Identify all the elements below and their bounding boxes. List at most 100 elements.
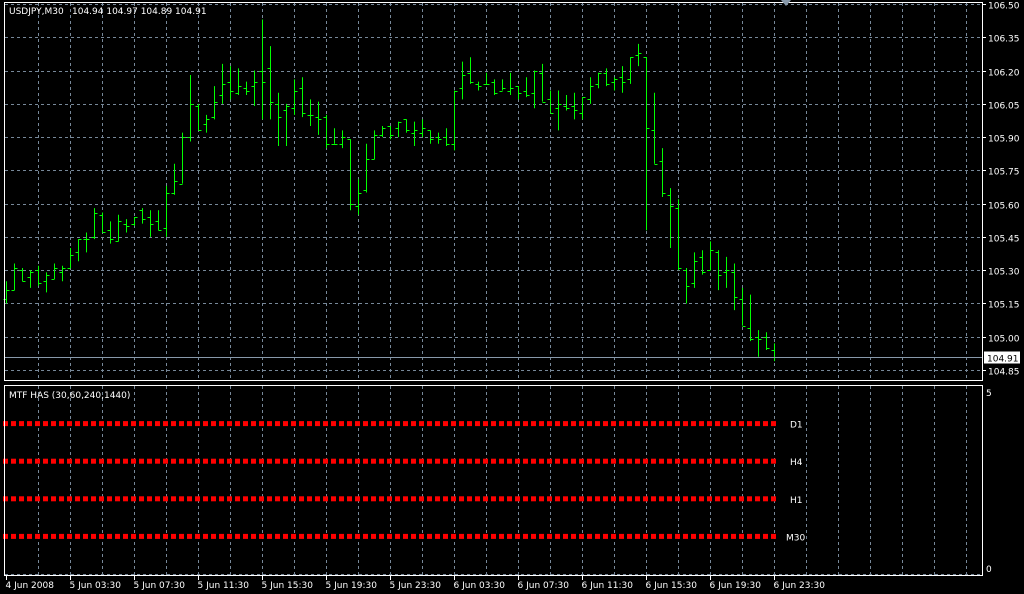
chart-shift-marker-icon[interactable] [781, 0, 791, 6]
indicator-dot [67, 458, 72, 464]
indicator-dot [459, 533, 464, 539]
chart-title: USDJPY,M30 [9, 7, 64, 17]
ohlc-bar [251, 70, 258, 107]
indicator-dot [723, 533, 728, 539]
price-tick-label: 105.60 [988, 202, 1020, 212]
indicator-dot [219, 421, 224, 427]
indicator-dot [115, 496, 120, 502]
indicator-dot [579, 421, 584, 427]
ohlc-bar [691, 252, 698, 288]
indicator-dot [67, 421, 72, 427]
indicator-dot [323, 533, 328, 539]
time-tick-label: 6 Jun 07:30 [518, 581, 570, 591]
indicator-dot [683, 458, 688, 464]
indicator-dot [555, 458, 560, 464]
indicator-dot [435, 533, 440, 539]
indicator-dot [675, 533, 680, 539]
indicator-dot [635, 458, 640, 464]
indicator-dot [595, 496, 600, 502]
price-tick-label: 105.90 [988, 135, 1020, 145]
indicator-dot [771, 421, 776, 427]
indicator-dot [83, 458, 88, 464]
indicator-dot [339, 533, 344, 539]
main-pane-frame [4, 2, 983, 381]
indicator-dot [595, 458, 600, 464]
price-axis[interactable]: 106.50 106.35 106.20 106.05 105.90 105.75 105.… [982, 2, 1020, 378]
indicator-dot [691, 458, 696, 464]
price-tick-label: 105.15 [988, 301, 1020, 311]
indicator-dot [563, 496, 568, 502]
indicator-dot [155, 496, 160, 502]
indicator-dot [27, 496, 32, 502]
indicator-dot [659, 496, 664, 502]
indicator-dot [291, 458, 296, 464]
time-tick-label: 6 Jun 11:30 [582, 581, 634, 591]
indicator-dot [571, 533, 576, 539]
indicator-dot [475, 496, 480, 502]
indicator-dot [259, 533, 264, 539]
indicator-dot [323, 496, 328, 502]
ohlc-bar [27, 270, 34, 288]
indicator-dot [699, 458, 704, 464]
ohlc-bar [99, 212, 106, 233]
indicator-dot [403, 533, 408, 539]
indicator-dot [547, 421, 552, 427]
indicator-dot [275, 421, 280, 427]
indicator-dot [611, 421, 616, 427]
indicator-dot [307, 421, 312, 427]
ohlc-bar [427, 130, 434, 144]
indicator-dot [179, 496, 184, 502]
indicator-dot [603, 533, 608, 539]
time-axis[interactable]: 4 Jun 2008 5 Jun 03:30 5 Jun 07:30 5 Jun 11… [6, 575, 826, 591]
indicator-dot [75, 496, 80, 502]
indicator-dot [443, 496, 448, 502]
ohlc-bar [267, 46, 274, 120]
indicator-dot [371, 496, 376, 502]
indicator-dot [475, 421, 480, 427]
indicator-dot [459, 496, 464, 502]
price-tick-label: 105.75 [988, 168, 1020, 178]
indicator-dot [35, 496, 40, 502]
ohlc-bar [331, 128, 338, 145]
indicator-dot [147, 421, 152, 427]
indicator-dot [403, 421, 408, 427]
ohlc-bar [211, 86, 218, 120]
indicator-dot [699, 533, 704, 539]
indicator-dot [419, 458, 424, 464]
ohlc-bar [707, 241, 714, 271]
indicator-dot [715, 533, 720, 539]
ohlc-bar [563, 94, 570, 111]
indicator-dot [251, 421, 256, 427]
indicator-dot [707, 421, 712, 427]
indicator-dot [427, 496, 432, 502]
indicator-dot [507, 421, 512, 427]
indicator-dot [19, 421, 24, 427]
ohlc-bar [147, 210, 154, 237]
indicator-dot [3, 421, 8, 427]
ohlc-bar [51, 263, 58, 280]
indicator-row-label: H4 [790, 458, 803, 468]
indicator-dot [467, 421, 472, 427]
ohlc-bar [171, 163, 178, 195]
ohlc-bar [531, 70, 538, 109]
indicator-dot [355, 421, 360, 427]
ohlc-bar [75, 239, 82, 262]
indicator-dot [755, 496, 760, 502]
indicator-dot [403, 458, 408, 464]
indicator-dot [691, 496, 696, 502]
indicator-dot [67, 496, 72, 502]
indicator-dot [427, 421, 432, 427]
indicator-dot [747, 533, 752, 539]
indicator-dot [227, 533, 232, 539]
indicator-dot [35, 458, 40, 464]
indicator-dot [659, 458, 664, 464]
ohlc-bar [123, 219, 130, 233]
indicator-dot [387, 533, 392, 539]
indicator-dot [235, 421, 240, 427]
indicator-dot [739, 496, 744, 502]
indicator-dot [187, 421, 192, 427]
ohlc-bar [195, 103, 202, 131]
time-tick-label: 5 Jun 07:30 [134, 581, 186, 591]
indicator-dot [243, 496, 248, 502]
